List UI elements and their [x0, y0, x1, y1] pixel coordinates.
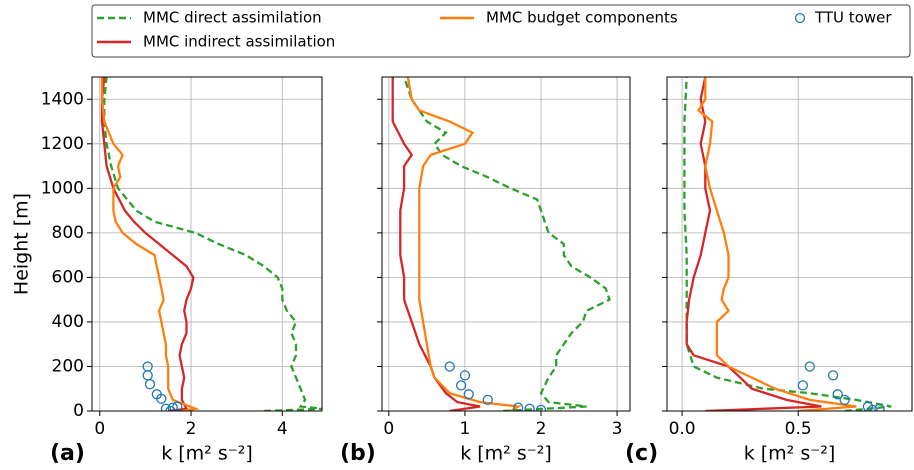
profile-line [696, 77, 857, 411]
profile-line [100, 77, 195, 411]
panel-label: (c) [625, 441, 658, 466]
tower-point [804, 361, 815, 372]
plot-area [683, 77, 892, 411]
tower-point [827, 370, 839, 381]
tower-point [144, 379, 156, 390]
tower-point [455, 380, 467, 391]
plot-area [100, 77, 322, 411]
tower-point [167, 402, 178, 411]
tower-point [459, 370, 471, 381]
profile-line [406, 77, 522, 411]
legend-box [91, 4, 911, 58]
x-axis-label: k [m² s⁻²] [460, 443, 552, 465]
tower-point [862, 401, 874, 411]
tower-point [797, 380, 809, 391]
tower-point [142, 370, 153, 381]
x-axis-label: k [m² s⁻²] [744, 443, 836, 465]
panel-label: (b) [340, 441, 376, 466]
tower-point [165, 405, 176, 411]
x-tick-label: 0.5 [785, 419, 812, 439]
profile-line [100, 77, 200, 411]
legend-label: MMC indirect assimilation [143, 33, 335, 51]
panel-label: (a) [50, 441, 85, 466]
legend-label: MMC budget components [486, 9, 678, 27]
tower-point [524, 403, 535, 411]
x-tick-label: 4 [277, 419, 288, 439]
legend-label: MMC direct assimilation [143, 9, 322, 27]
tower-point [867, 404, 878, 411]
axes-frame [381, 76, 631, 412]
tower-point [839, 394, 850, 406]
y-tick-label: 1400 [41, 89, 84, 109]
tower-point [874, 403, 885, 411]
tower-point [482, 394, 493, 406]
axes-frame [91, 76, 323, 412]
x-tick-label: 3 [612, 419, 623, 439]
tower-point [463, 389, 474, 400]
y-tick-label: 400 [52, 312, 84, 332]
x-tick-label: 0.0 [669, 419, 696, 439]
x-tick-label: 2 [186, 419, 197, 439]
y-tick-label: 200 [52, 356, 84, 376]
y-tick-label: 800 [52, 223, 84, 243]
profile-line [685, 77, 822, 411]
axes-frame [666, 76, 913, 412]
profile-line [103, 77, 322, 411]
profile-line [683, 77, 892, 411]
x-tick-label: 0 [94, 419, 105, 439]
tower-point [444, 361, 455, 372]
tower-point [160, 403, 172, 411]
profile-line [403, 77, 611, 411]
y-axis-label: Height [m] [11, 193, 33, 295]
tower-point [535, 404, 547, 411]
tower-point [513, 402, 524, 411]
y-tick-label: 600 [52, 267, 84, 287]
x-axis-label: k [m² s⁻²] [161, 443, 253, 465]
x-tick-label: 1 [460, 419, 471, 439]
x-tick-label: 2 [536, 419, 547, 439]
legend-label: TTU tower [814, 9, 892, 27]
y-tick-label: 0 [73, 401, 84, 421]
tower-point [156, 393, 167, 404]
x-tick-label: 0 [383, 419, 394, 439]
plot-area [391, 77, 611, 411]
y-tick-label: 1000 [41, 178, 84, 198]
y-tick-label: 1200 [41, 134, 84, 154]
profile-line [391, 77, 481, 411]
tower-point [832, 389, 843, 400]
legend-swatch [794, 12, 806, 24]
